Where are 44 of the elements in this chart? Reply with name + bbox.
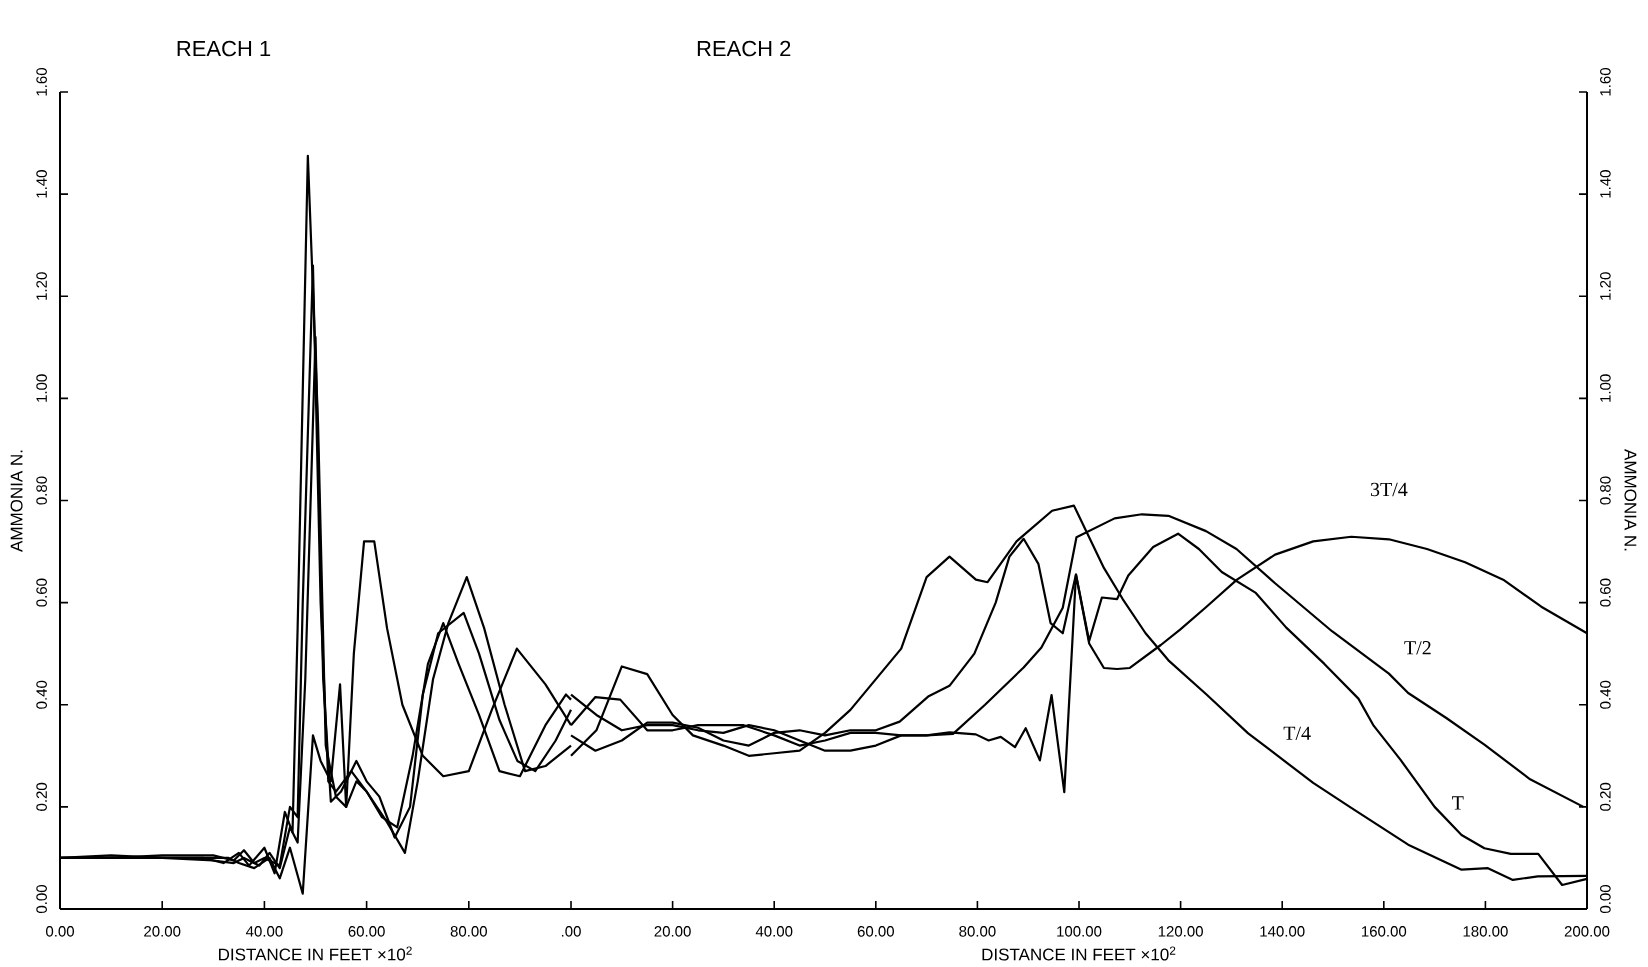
x-axis-title: DISTANCE IN FEET ×10$^{2}$ xyxy=(982,946,1176,961)
x-tick-label: 180.00 xyxy=(1463,925,1508,937)
x-tick-label: .00 xyxy=(561,925,581,937)
y-tick-label: 0.20 xyxy=(36,782,47,811)
y-tick-label: 1.40 xyxy=(36,170,47,198)
series-label: T/2 xyxy=(1404,641,1431,655)
y-tick-label: 0.40 xyxy=(36,680,47,709)
y-tick-label: 1.40 xyxy=(1600,170,1611,198)
y-tick-label: 0.60 xyxy=(1600,578,1611,607)
x-tick-label: 160.00 xyxy=(1362,925,1407,937)
x-tick-label: 20.00 xyxy=(654,925,691,937)
x-tick-label: 80.00 xyxy=(959,925,996,937)
x-tick-label: 60.00 xyxy=(348,925,385,937)
chart-title: REACH 1 xyxy=(177,40,271,57)
y-tick-label: 0.40 xyxy=(1600,680,1611,709)
x-tick-label: 200.00 xyxy=(1564,925,1610,937)
x-tick-label: 20.00 xyxy=(144,925,181,937)
x-tick-label: 80.00 xyxy=(450,925,487,937)
y-tick-label: 1.60 xyxy=(1600,67,1611,96)
y-tick-label: 0.80 xyxy=(36,476,47,505)
series-label: T xyxy=(1452,796,1464,810)
series-label: T/4 xyxy=(1283,726,1311,740)
y-axis-title: AMMONIA N. xyxy=(1624,448,1637,551)
y-tick-label: 1.20 xyxy=(36,272,47,300)
x-tick-label: 0.00 xyxy=(46,925,75,937)
y-tick-label: 1.60 xyxy=(36,67,47,96)
chart-title: REACH 2 xyxy=(697,40,791,57)
y-tick-label: 1.20 xyxy=(1600,272,1611,300)
x-tick-label: 100.00 xyxy=(1057,925,1102,937)
y-tick-label: 0.20 xyxy=(1600,782,1611,811)
y-tick-label: 0.60 xyxy=(36,578,47,607)
text: 3T/4 xyxy=(1370,482,1408,497)
y-axis-title: AMMONIA N. xyxy=(10,450,23,552)
y-tick-label: 1.00 xyxy=(36,374,47,402)
y-tick-label: 0.00 xyxy=(1600,884,1611,913)
x-tick-label: 120.00 xyxy=(1158,925,1203,937)
y-tick-label: 0.00 xyxy=(36,884,47,913)
y-tick-label: 1.00 xyxy=(1600,374,1611,402)
x-tick-label: 140.00 xyxy=(1260,925,1305,937)
x-tick-label: 40.00 xyxy=(245,925,283,937)
x-tick-label: 40.00 xyxy=(755,925,793,937)
x-axis-title: DISTANCE IN FEET ×10$^{2}$ xyxy=(219,946,412,961)
y-tick-label: 0.80 xyxy=(1600,476,1611,505)
x-tick-label: 60.00 xyxy=(857,925,894,937)
